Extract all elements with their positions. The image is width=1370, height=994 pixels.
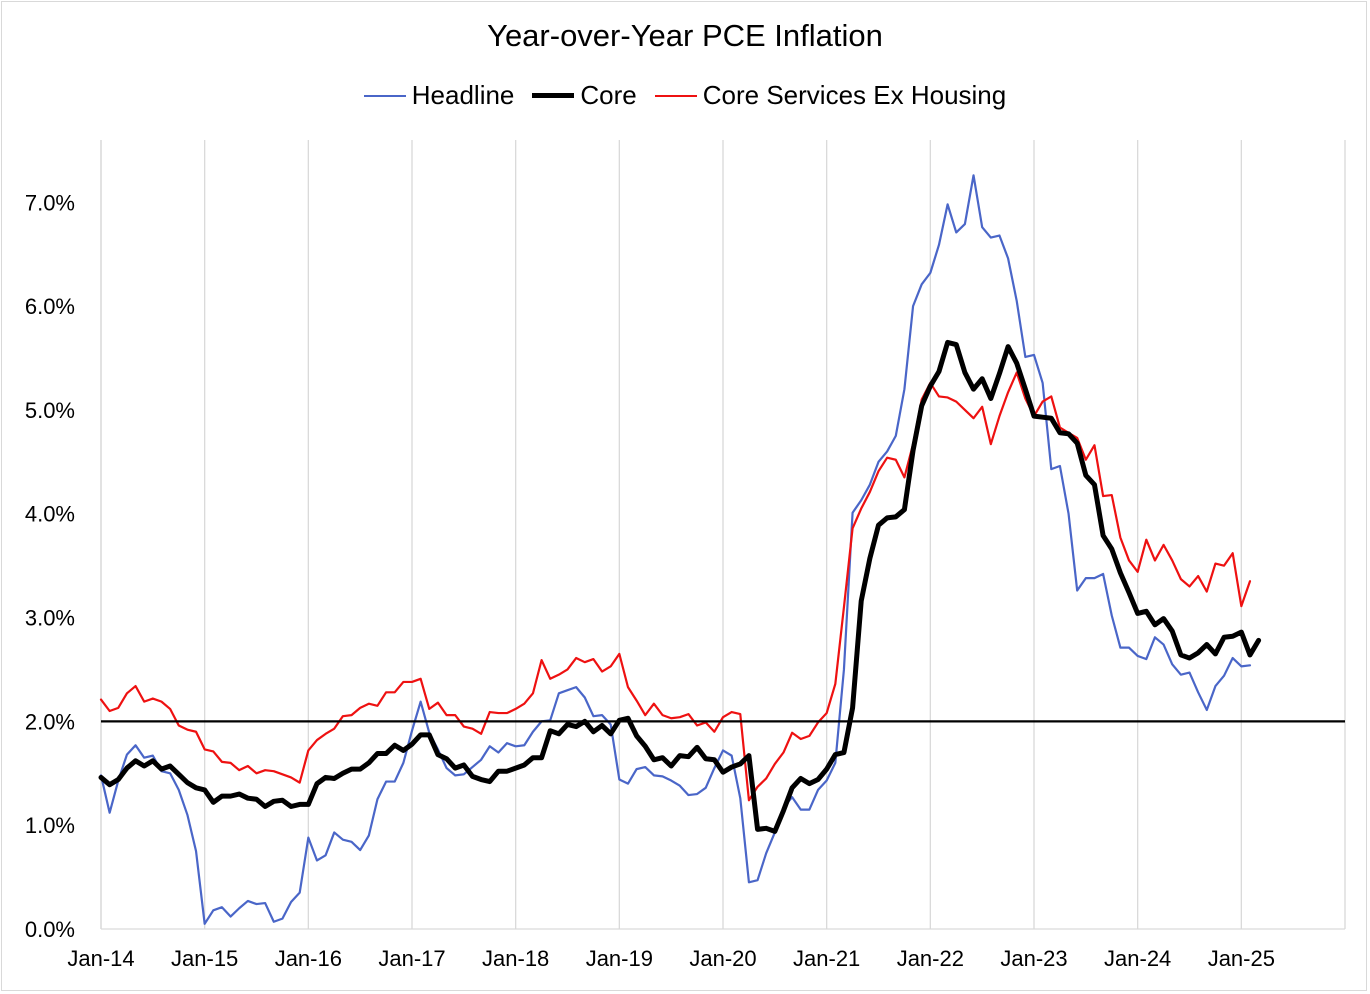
y-tick-label: 5.0% — [25, 398, 75, 423]
y-tick-label: 2.0% — [25, 709, 75, 734]
y-tick-label: 1.0% — [25, 813, 75, 838]
legend-swatch-core — [532, 93, 575, 98]
legend: Headline Core Core Services Ex Housing — [0, 80, 1370, 111]
series-line-headline — [99, 174, 1252, 925]
legend-item-headline: Headline — [363, 80, 515, 111]
x-tick-label: Jan-24 — [1104, 946, 1171, 971]
y-tick-label: 3.0% — [25, 606, 75, 631]
x-tick-label: Jan-15 — [171, 946, 238, 971]
x-tick-label: Jan-23 — [1000, 946, 1067, 971]
legend-swatch-headline — [363, 94, 406, 97]
x-tick-label: Jan-18 — [482, 946, 549, 971]
x-tick-label: Jan-25 — [1208, 946, 1275, 971]
y-tick-label: 4.0% — [25, 502, 75, 527]
legend-label-core: Core — [580, 80, 637, 110]
legend-item-core-services-ex-housing: Core Services Ex Housing — [654, 80, 1007, 111]
x-tick-label: Jan-16 — [275, 946, 342, 971]
chart-title: Year-over-Year PCE Inflation — [487, 18, 883, 53]
legend-item-core: Core — [532, 80, 637, 111]
legend-label-headline: Headline — [411, 80, 515, 110]
x-tick-label: Jan-21 — [793, 946, 860, 971]
series-line-core — [98, 339, 1262, 834]
series-line-core-services-ex-housing — [99, 371, 1252, 802]
y-tick-label: 6.0% — [25, 294, 75, 319]
x-tick-label: Jan-14 — [67, 946, 134, 971]
x-tick-label: Jan-20 — [689, 946, 756, 971]
x-tick-label: Jan-22 — [897, 946, 964, 971]
x-tick-label: Jan-17 — [378, 946, 445, 971]
legend-swatch-core-services-ex-housing — [654, 94, 697, 97]
y-tick-label: 0.0% — [25, 917, 75, 942]
y-tick-label: 7.0% — [25, 190, 75, 215]
x-tick-label: Jan-19 — [586, 946, 653, 971]
legend-label-core-services-ex-housing: Core Services Ex Housing — [702, 80, 1007, 110]
